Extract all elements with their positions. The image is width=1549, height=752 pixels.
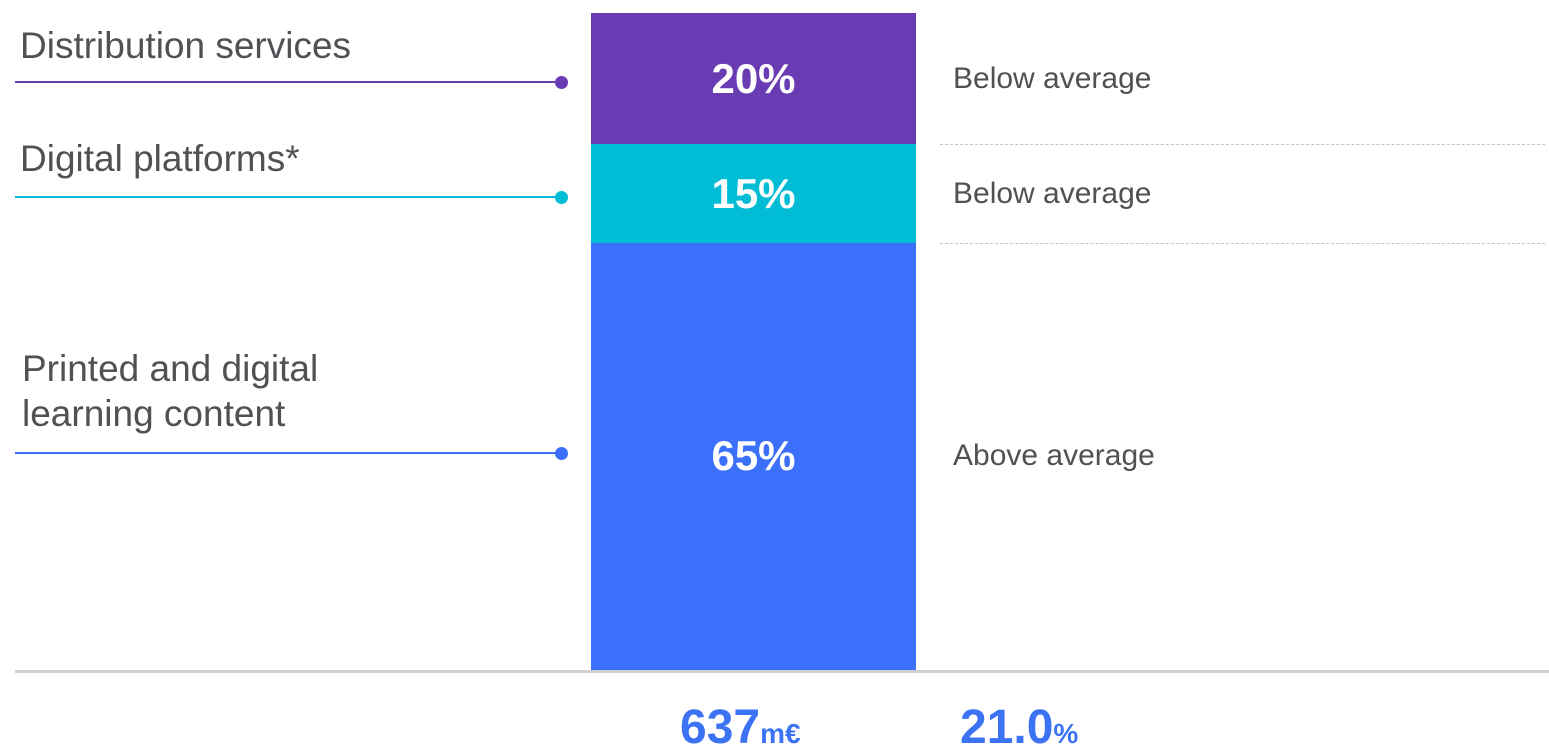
- dashed-separator-lower: [940, 242, 1545, 244]
- assessment-label-printed-digital-learning: Above average: [953, 439, 1155, 473]
- total-margin: 21.0%: [960, 700, 1078, 752]
- bar-segment-printed-digital-learning: [591, 242, 916, 670]
- segment-label-distribution-services: Distribution services: [20, 25, 352, 66]
- connector-line-distribution-services: [15, 81, 562, 83]
- connector-line-digital-platforms: [15, 196, 562, 198]
- bar-value-label-digital-platforms: 15%: [711, 169, 796, 217]
- dashed-separator-upper: [940, 144, 1545, 146]
- connector-dot-distribution-services: [555, 76, 568, 89]
- total-margin-value: 21.0: [960, 701, 1054, 752]
- total-revenue-value: 637: [680, 701, 761, 752]
- bar-segment-distribution-services: [591, 13, 916, 145]
- segment-label-printed-digital-learning: Printed and digital learning content: [22, 348, 319, 434]
- bar-value-label-distribution-services: 20%: [711, 54, 796, 102]
- assessment-label-digital-platforms: Below average: [953, 176, 1152, 210]
- connector-dot-digital-platforms: [555, 191, 568, 204]
- segment-label-digital-platforms: Digital platforms*: [20, 138, 300, 179]
- assessment-label-distribution-services: Below average: [953, 61, 1152, 95]
- connector-line-printed-digital-learning: [15, 452, 562, 454]
- total-revenue: 637m€: [680, 700, 801, 752]
- total-margin-unit: %: [1053, 718, 1079, 749]
- total-revenue-unit: m€: [760, 718, 801, 749]
- bar-value-label-printed-digital-learning: 65%: [711, 432, 796, 480]
- bar-segment-digital-platforms: [591, 144, 916, 243]
- connector-dot-printed-digital-learning: [555, 447, 568, 460]
- chart-baseline: [15, 670, 1549, 673]
